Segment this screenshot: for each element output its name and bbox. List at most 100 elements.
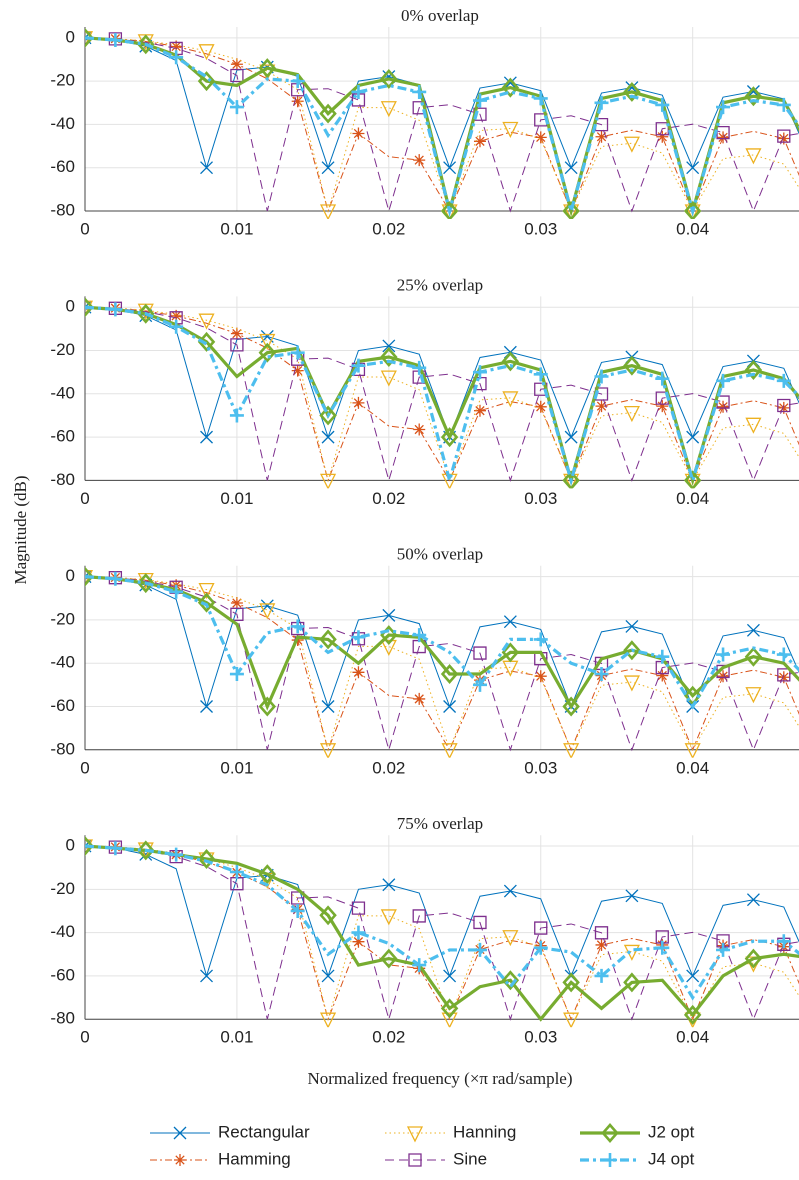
series-marker xyxy=(595,400,608,413)
series-line xyxy=(85,36,799,218)
series-marker xyxy=(473,915,487,930)
series-marker xyxy=(686,969,700,983)
series-marker xyxy=(656,130,669,143)
series-line xyxy=(85,575,799,710)
series-marker xyxy=(258,864,277,885)
series-marker xyxy=(776,934,791,949)
series-marker xyxy=(683,470,702,489)
series-marker xyxy=(503,884,517,898)
series-marker xyxy=(440,201,459,219)
series-marker xyxy=(230,877,244,891)
y-tick-label: -60 xyxy=(50,965,75,984)
series-marker xyxy=(777,668,791,682)
series-marker xyxy=(413,154,426,167)
series-marker xyxy=(169,847,184,862)
series-marker xyxy=(564,161,578,175)
series-marker xyxy=(625,889,639,903)
series-line xyxy=(85,306,799,483)
series-marker xyxy=(502,930,519,947)
series-marker xyxy=(656,669,669,682)
series-marker xyxy=(108,841,123,856)
series-marker xyxy=(85,836,94,856)
y-tick-label: -40 xyxy=(50,922,75,941)
series-line xyxy=(85,845,799,1022)
series-marker xyxy=(623,81,641,102)
series-marker xyxy=(230,338,244,352)
series-marker xyxy=(169,311,183,325)
series-marker xyxy=(655,122,669,136)
series-marker xyxy=(717,670,730,683)
series-marker xyxy=(380,370,397,387)
series-marker xyxy=(683,1004,702,1025)
series-marker xyxy=(321,700,335,713)
series-marker xyxy=(321,430,335,444)
y-tick-label: -20 xyxy=(50,71,75,90)
x-tick-label: 0.01 xyxy=(220,1028,253,1047)
series-marker xyxy=(108,32,123,47)
series-marker xyxy=(230,58,243,71)
y-tick-label: 0 xyxy=(66,27,75,46)
y-tick-label: -60 xyxy=(50,157,75,176)
series-marker xyxy=(472,93,487,108)
chart-title: 50% overlap xyxy=(397,545,483,564)
series-marker xyxy=(564,430,578,444)
y-tick-label: -40 xyxy=(50,114,75,133)
series-marker xyxy=(85,566,94,587)
series-marker xyxy=(776,97,791,112)
series-marker xyxy=(595,130,608,143)
series-marker xyxy=(169,584,184,599)
series-marker xyxy=(533,940,548,955)
x-tick-label: 0.02 xyxy=(372,219,405,238)
series-marker xyxy=(197,331,216,352)
series-marker xyxy=(594,369,609,384)
series-marker xyxy=(684,743,701,758)
series-marker xyxy=(290,619,305,634)
series-marker xyxy=(352,127,365,140)
series-marker xyxy=(258,58,277,79)
legend-label: J2 opt xyxy=(648,1122,695,1141)
y-tick-label: -80 xyxy=(50,739,75,758)
x-tick-label: 0.01 xyxy=(220,489,253,508)
series-marker xyxy=(716,647,731,662)
series-marker xyxy=(137,34,155,55)
series-marker xyxy=(440,664,459,685)
series-marker xyxy=(777,398,791,413)
series-marker xyxy=(380,101,397,118)
series-marker xyxy=(258,696,277,717)
series-marker xyxy=(258,342,277,363)
series-marker xyxy=(380,347,398,367)
y-tick-label: 0 xyxy=(66,836,75,855)
series-marker xyxy=(683,201,702,219)
series-marker xyxy=(351,358,366,373)
series-marker xyxy=(563,743,580,758)
series-marker xyxy=(352,935,365,948)
series-marker xyxy=(291,364,304,377)
y-tick-label: -60 xyxy=(50,427,75,446)
series-marker xyxy=(197,849,216,869)
series-marker xyxy=(717,400,730,413)
series-marker xyxy=(562,972,580,993)
series-marker xyxy=(169,319,184,334)
series-marker xyxy=(291,95,304,108)
x-tick-label: 0.03 xyxy=(524,1028,557,1047)
series-marker xyxy=(473,135,486,148)
series-marker xyxy=(169,849,183,864)
series-marker xyxy=(170,40,183,53)
y-tick-label: -80 xyxy=(50,470,75,489)
legend-marker xyxy=(406,1126,424,1143)
series-marker xyxy=(533,91,548,106)
series-marker xyxy=(319,405,337,426)
series-marker xyxy=(443,700,457,713)
series-marker xyxy=(655,391,669,405)
series-line xyxy=(85,37,799,213)
series-marker xyxy=(200,430,213,444)
series-marker xyxy=(380,948,398,969)
series-marker xyxy=(412,628,427,643)
series-marker xyxy=(746,893,760,907)
chart-title: 25% overlap xyxy=(397,275,483,294)
series-marker xyxy=(351,84,366,99)
series-marker xyxy=(412,84,427,99)
series-marker xyxy=(776,373,791,388)
series-marker xyxy=(534,670,547,683)
